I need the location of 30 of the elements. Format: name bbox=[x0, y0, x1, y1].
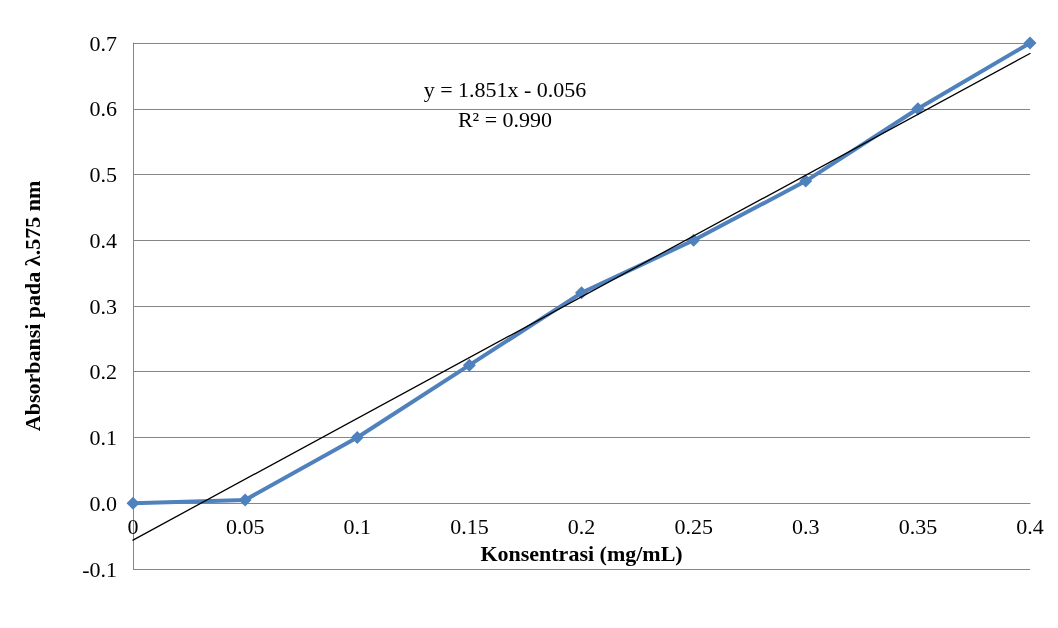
y-tick-label: 0.0 bbox=[89, 490, 117, 516]
annotation: y = 1.851x - 0.056 bbox=[423, 76, 587, 102]
annotation: R² = 0.990 bbox=[457, 106, 553, 132]
x-tick-label: 0 bbox=[127, 513, 139, 539]
point bbox=[687, 233, 701, 247]
x-tick-label: 0.4 bbox=[1016, 513, 1044, 539]
point bbox=[911, 102, 925, 116]
x-tick-label: 0.3 bbox=[792, 513, 820, 539]
point bbox=[126, 496, 140, 510]
y-tick-label: 0.6 bbox=[89, 96, 117, 122]
x-tick-label: 0.1 bbox=[343, 513, 371, 539]
y-tick-label: -0.1 bbox=[82, 556, 117, 582]
point bbox=[238, 493, 252, 507]
point bbox=[462, 358, 476, 372]
x-tick-label: 0.2 bbox=[567, 513, 596, 539]
y-tick-label: 0.7 bbox=[89, 30, 117, 56]
y-tick-label: 0.5 bbox=[89, 162, 117, 187]
x-tick-label: 0.35 bbox=[898, 513, 938, 539]
point bbox=[350, 431, 364, 444]
x-tick-label: 0.25 bbox=[674, 513, 713, 539]
point bbox=[1023, 36, 1037, 50]
y-tick-label: 0.4 bbox=[89, 227, 117, 253]
y-tick-label: 0.3 bbox=[89, 293, 117, 319]
x-tick-label: 0.15 bbox=[450, 513, 489, 539]
y-axis-title: Absorbansi pada λ.575 nm bbox=[19, 180, 45, 432]
x-tick-label: 0.05 bbox=[225, 513, 265, 539]
point bbox=[799, 174, 813, 188]
y-tick-label: 0.2 bbox=[89, 359, 117, 385]
y-tick-label: 0.1 bbox=[89, 425, 117, 450]
x-axis-title: Konsentrasi (mg/mL) bbox=[480, 540, 683, 566]
